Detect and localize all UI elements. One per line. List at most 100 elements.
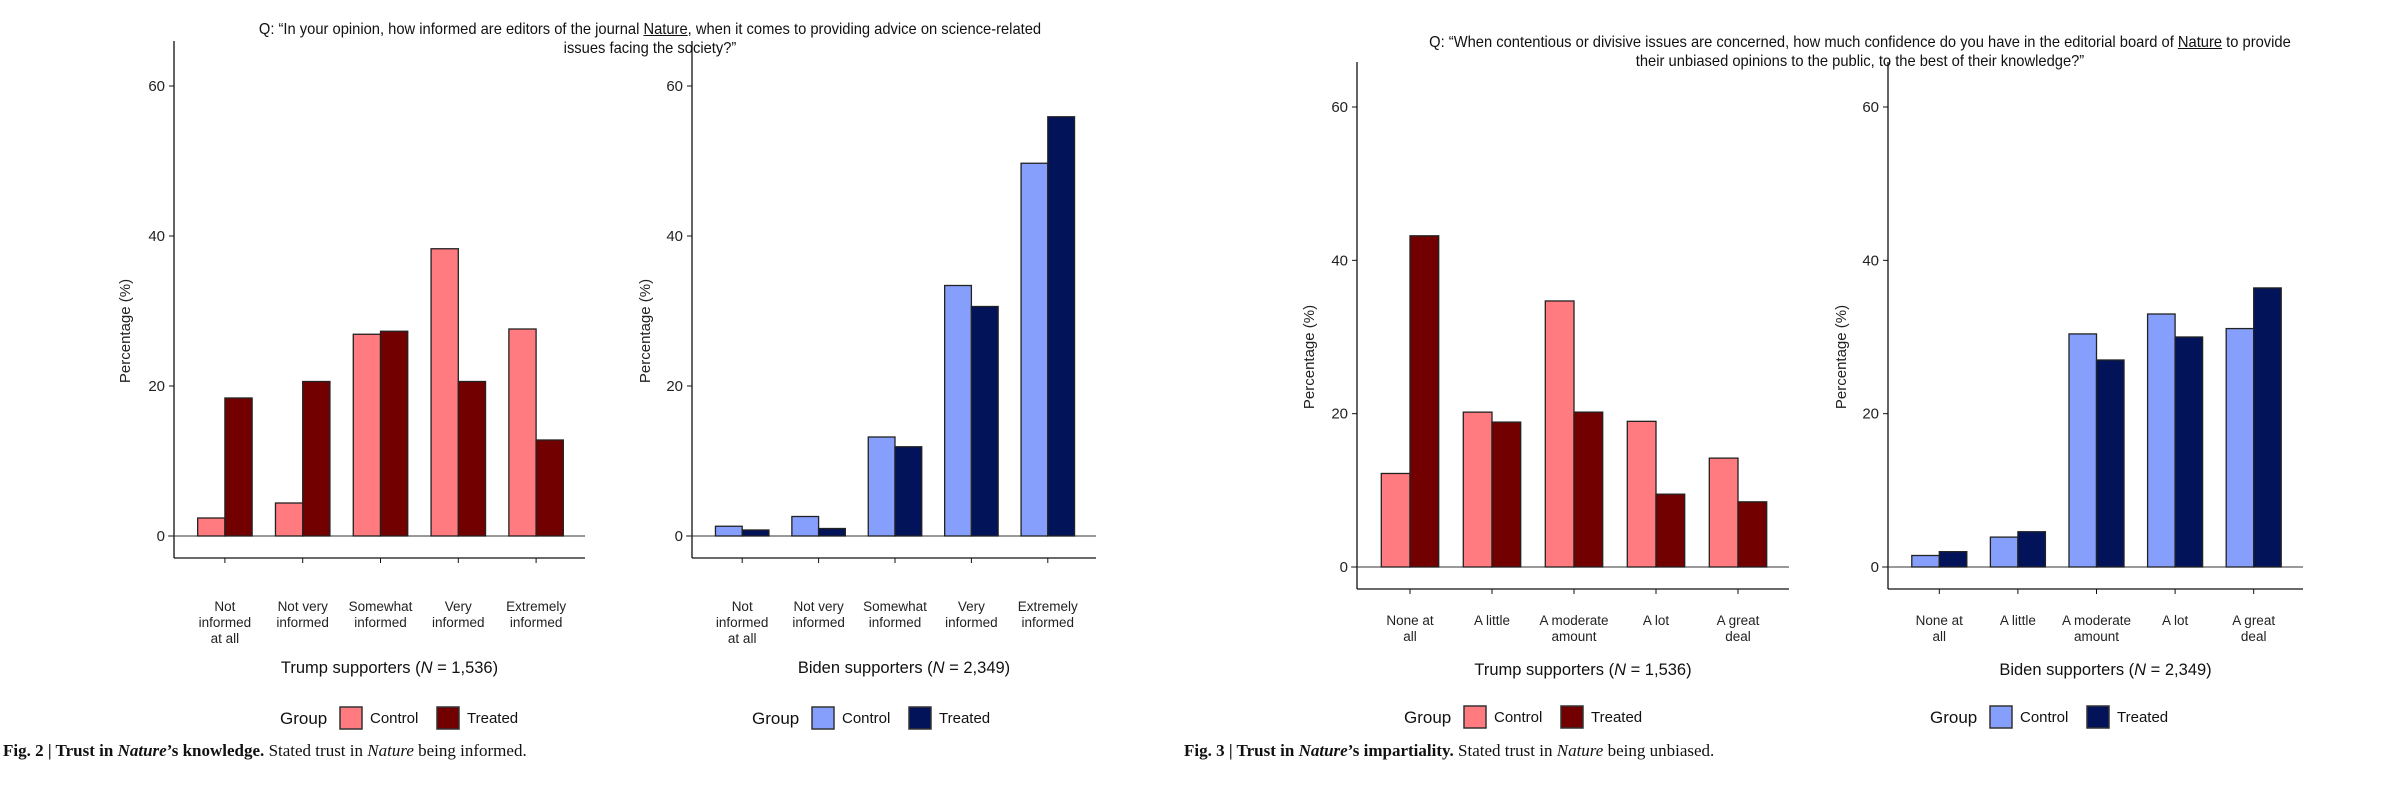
x-tick-label-line: A great (1717, 613, 1760, 628)
fig2-question-post: , when it comes to providing advice on s… (563, 21, 1042, 57)
x-tick-label-line: informed (199, 615, 252, 630)
fig3-caption-rest-1: Stated trust in (1453, 741, 1557, 760)
x-tick-label-line: A little (1474, 613, 1510, 628)
fig3-question-nature: Nature (2177, 34, 2223, 51)
bar-treated-1 (302, 380, 331, 537)
x-tick-label-line: deal (1725, 629, 1751, 644)
x-tick-label-line: A lot (2162, 613, 2189, 628)
x-axis-title-post: = 2,349) (945, 659, 1011, 677)
legend-label-treated: Treated (2117, 709, 2168, 726)
x-tick-label: None at all (1916, 613, 1964, 644)
bar-treated-3 (2174, 336, 2204, 568)
panel-fig3-biden: 0 20 40 60 Percentage (%) None at all A little A… (1833, 62, 2303, 729)
legend-label-control: Control (1494, 709, 1542, 726)
x-axis-title-pre: Biden supporters ( (798, 659, 933, 677)
y-tick-label: 0 (157, 528, 165, 545)
x-tick-label-line: A little (2000, 613, 2036, 628)
bar-treated-2 (2095, 359, 2125, 568)
fig3-caption: Fig. 3 | Trust in Nature’s impartiality.… (1184, 741, 1714, 761)
bar-treated-1 (1491, 421, 1522, 568)
bar-treated-1 (2017, 531, 2047, 568)
y-tick-label: 20 (1331, 406, 1348, 423)
bar-control-4 (508, 328, 537, 537)
x-axis-title-n: N (933, 659, 945, 677)
x-tick-label-line: A moderate (2062, 613, 2131, 628)
bar-treated-0 (741, 529, 770, 537)
x-tick-label: A little (2000, 613, 2036, 628)
x-tick-label-line: None at (1916, 613, 1964, 628)
fig2-caption-rest-2: being informed. (413, 741, 527, 760)
legend-label-treated: Treated (939, 710, 990, 727)
bar-control-0 (1380, 472, 1411, 568)
legend-swatch-control (339, 706, 363, 730)
fig3-caption-bold-1: Fig. 3 | Trust in (1184, 741, 1299, 760)
x-tick-label: A lot (1643, 613, 1670, 628)
bar-treated-4 (1047, 116, 1076, 537)
bar-treated-2 (1573, 411, 1604, 568)
x-tick-label-line: all (1933, 629, 1947, 644)
x-tick-label-line: deal (2241, 629, 2267, 644)
x-axis-title-post: = 2,349) (2146, 661, 2212, 679)
x-tick-label-line: A lot (1643, 613, 1670, 628)
x-tick-label-line: Not very (793, 599, 844, 614)
y-tick-label: 20 (148, 378, 165, 395)
legend-swatch-treated (908, 706, 932, 730)
legend-title: Group (280, 709, 327, 728)
fig3-caption-rest-2: being unbiased. (1603, 741, 1715, 760)
fig2-caption-rest-1: Stated trust in (264, 741, 368, 760)
y-tick-label: 20 (666, 378, 683, 395)
bar-treated-4 (535, 439, 564, 537)
x-tick-label: Somewhat informed (349, 599, 413, 630)
x-tick-label: A moderate amount (2062, 613, 2131, 644)
legend-label-treated: Treated (1591, 709, 1642, 726)
x-tick-label-line: Extremely (1018, 599, 1078, 614)
x-tick-label-line: Somewhat (349, 599, 413, 614)
legend-title: Group (1930, 708, 1977, 727)
x-tick-label: Not informed at all (716, 599, 769, 646)
fig3-question-post: to provide their unbiased opinions to th… (1635, 34, 2291, 70)
legend-swatch-control (1989, 705, 2013, 729)
x-tick-label-line: A moderate (1539, 613, 1608, 628)
fig3-caption-bold-italic: Nature (1298, 741, 1348, 760)
x-tick-label-line: informed (510, 615, 563, 630)
y-axis-title: Percentage (%) (1301, 305, 1318, 409)
bar-control-4 (1708, 457, 1739, 568)
x-tick-label: Very informed (945, 599, 998, 630)
x-axis-title: Biden supporters (N = 2,349) (1999, 661, 2211, 679)
x-axis-title-n: N (421, 659, 433, 677)
legend-label-control: Control (370, 710, 418, 727)
fig2-question-nature: Nature (643, 21, 688, 38)
y-tick-label: 40 (1331, 252, 1348, 269)
y-axis-title: Percentage (%) (637, 279, 654, 383)
bar-treated-3 (970, 305, 999, 537)
x-tick-label: A great deal (1717, 613, 1760, 644)
bar-treated-2 (379, 330, 409, 537)
x-tick-label-line: Not very (278, 599, 329, 614)
bar-control-2 (2068, 333, 2098, 568)
bar-control-0 (197, 517, 226, 537)
fig2-caption-bold-italic: Nature (117, 741, 167, 760)
fig3-question-pre: Q: “When contentious or divisive issues … (1429, 34, 2178, 51)
x-axis-title-pre: Biden supporters ( (1999, 661, 2134, 679)
bar-control-3 (1626, 420, 1657, 568)
x-tick-label: A moderate amount (1539, 613, 1608, 644)
x-axis-title: Trump supporters (N = 1,536) (281, 659, 498, 677)
bar-treated-0 (224, 397, 253, 537)
fig2-caption-rest-italic: Nature (367, 741, 414, 760)
legend-swatch-control (1463, 705, 1487, 729)
x-axis-title-pre: Trump supporters ( (281, 659, 421, 677)
y-tick-label: 0 (675, 528, 683, 545)
legend-label-control: Control (2020, 709, 2068, 726)
x-tick-label-line: Not (732, 599, 753, 614)
x-axis-title-pre: Trump supporters ( (1474, 661, 1614, 679)
x-axis-title: Biden supporters (N = 2,349) (798, 659, 1010, 677)
x-tick-label-line: informed (792, 615, 845, 630)
x-tick-label-line: at all (211, 631, 240, 646)
x-tick-label-line: informed (354, 615, 407, 630)
x-tick-label: Extremely informed (1018, 599, 1078, 630)
bar-treated-4 (1737, 501, 1768, 568)
panel-fig3-trump: 0 20 40 60 Percentage (%) None at all A little A… (1301, 62, 1789, 729)
legend: Group Control Treated (1930, 705, 2168, 729)
